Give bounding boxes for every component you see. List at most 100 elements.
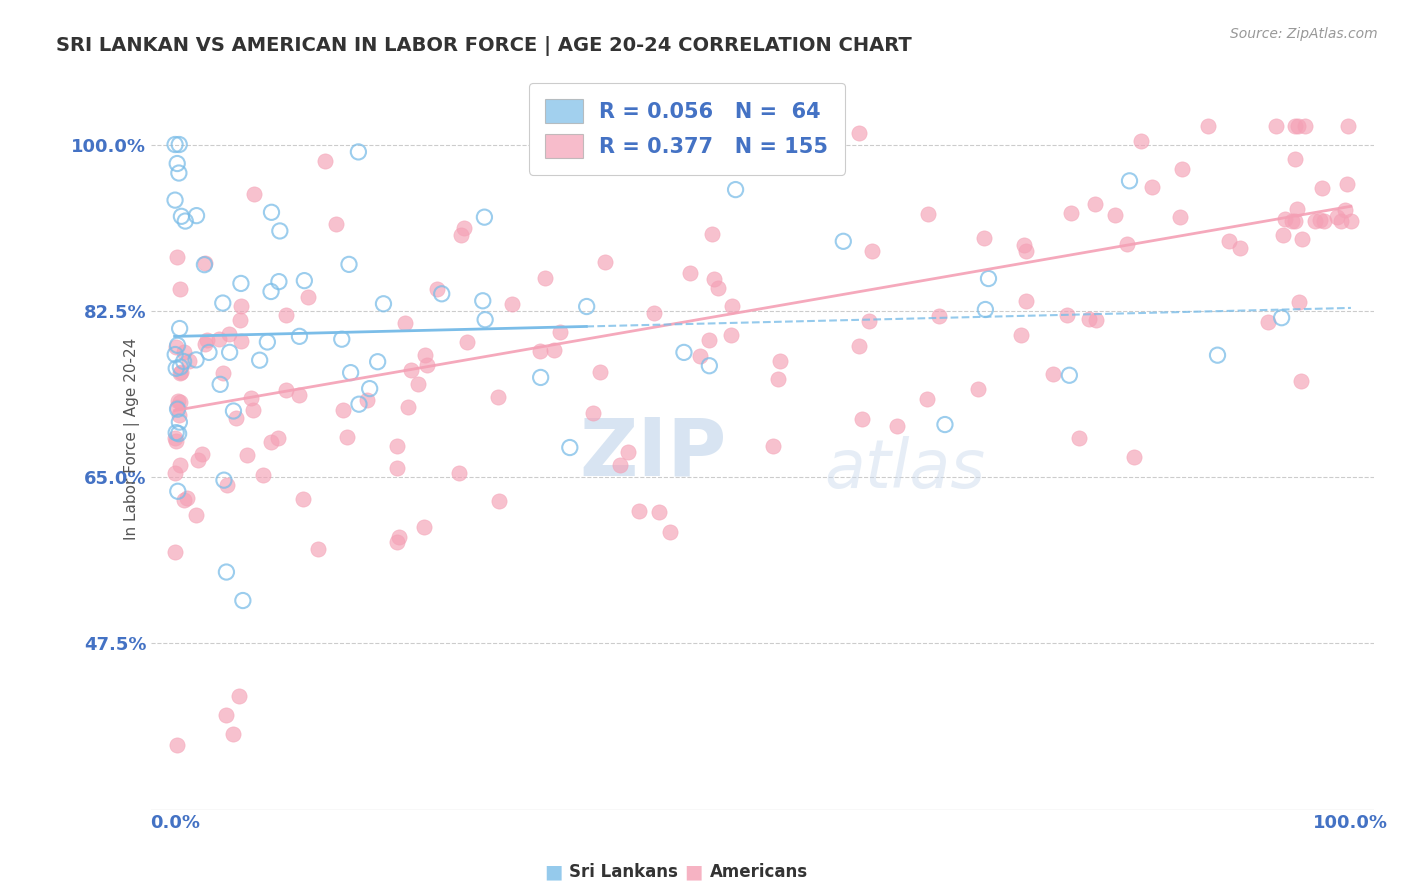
Point bbox=[934, 417, 956, 432]
Point bbox=[173, 354, 195, 368]
Point bbox=[337, 257, 360, 271]
Point bbox=[1274, 211, 1296, 226]
Point bbox=[169, 394, 191, 409]
Point bbox=[426, 282, 449, 296]
Point bbox=[165, 361, 187, 376]
Point bbox=[558, 441, 581, 455]
Point bbox=[211, 296, 233, 310]
Legend: R = 0.056   N =  64, R = 0.377   N = 155: R = 0.056 N = 64, R = 0.377 N = 155 bbox=[529, 83, 845, 175]
Point bbox=[1281, 213, 1303, 227]
Point bbox=[548, 326, 571, 340]
Point bbox=[917, 207, 939, 221]
Point bbox=[706, 281, 728, 295]
Point bbox=[1077, 311, 1099, 326]
Point bbox=[187, 453, 209, 467]
Point bbox=[191, 447, 214, 461]
Point bbox=[1170, 161, 1192, 176]
Point bbox=[1083, 197, 1105, 211]
Point bbox=[851, 412, 873, 426]
Point bbox=[359, 382, 381, 396]
Point bbox=[588, 366, 610, 380]
Point bbox=[165, 347, 187, 361]
Point bbox=[165, 434, 187, 448]
Point bbox=[1118, 174, 1140, 188]
Point bbox=[186, 209, 208, 223]
Point bbox=[165, 193, 187, 207]
Point bbox=[166, 738, 188, 752]
Point bbox=[218, 327, 240, 342]
Point bbox=[173, 492, 195, 507]
Point bbox=[347, 145, 370, 159]
Point bbox=[399, 363, 422, 377]
Point bbox=[176, 491, 198, 505]
Point bbox=[240, 391, 263, 405]
Point bbox=[221, 726, 243, 740]
Point bbox=[387, 439, 409, 453]
Point bbox=[194, 256, 217, 270]
Point bbox=[174, 214, 197, 228]
Point bbox=[1168, 211, 1191, 225]
Point bbox=[229, 277, 252, 291]
Point bbox=[659, 525, 682, 540]
Point bbox=[1288, 294, 1310, 309]
Point bbox=[456, 335, 478, 350]
Point bbox=[1010, 328, 1032, 343]
Point bbox=[347, 397, 370, 411]
Point bbox=[232, 593, 254, 607]
Point bbox=[1067, 431, 1090, 445]
Point bbox=[167, 408, 190, 422]
Point bbox=[860, 244, 883, 259]
Point bbox=[260, 205, 283, 219]
Point bbox=[215, 565, 238, 579]
Point bbox=[488, 493, 510, 508]
Point bbox=[762, 439, 785, 453]
Point bbox=[609, 458, 631, 473]
Point bbox=[679, 266, 702, 280]
Point bbox=[170, 366, 193, 380]
Point bbox=[387, 460, 409, 475]
Point bbox=[1116, 237, 1139, 252]
Y-axis label: In Labor Force | Age 20-24: In Labor Force | Age 20-24 bbox=[124, 338, 141, 541]
Point bbox=[166, 484, 188, 499]
Point bbox=[385, 535, 408, 549]
Point bbox=[267, 275, 290, 289]
Point bbox=[169, 321, 191, 335]
Point bbox=[165, 425, 187, 440]
Point bbox=[973, 231, 995, 245]
Text: Source: ZipAtlas.com: Source: ZipAtlas.com bbox=[1230, 27, 1378, 41]
Point bbox=[1340, 213, 1362, 227]
Point bbox=[166, 156, 188, 170]
Point bbox=[724, 183, 747, 197]
Point bbox=[530, 370, 553, 384]
Point bbox=[832, 235, 855, 249]
Point bbox=[330, 332, 353, 346]
Point bbox=[373, 297, 395, 311]
Point bbox=[672, 345, 695, 359]
Point bbox=[169, 366, 191, 380]
Point bbox=[848, 126, 870, 140]
Point bbox=[415, 358, 437, 372]
Point bbox=[543, 343, 565, 357]
Point bbox=[1291, 232, 1313, 246]
Point bbox=[977, 271, 1000, 285]
Point bbox=[1257, 315, 1279, 329]
Point bbox=[1271, 310, 1294, 325]
Point bbox=[1284, 153, 1306, 167]
Point bbox=[449, 466, 471, 480]
Point bbox=[413, 348, 436, 362]
Point bbox=[274, 383, 297, 397]
Point bbox=[222, 404, 245, 418]
Point bbox=[256, 334, 278, 349]
Point bbox=[486, 390, 509, 404]
Point bbox=[186, 508, 208, 522]
Point bbox=[1337, 119, 1360, 133]
Point bbox=[218, 345, 240, 359]
Point bbox=[575, 300, 598, 314]
Point bbox=[474, 312, 496, 326]
Point bbox=[179, 354, 201, 368]
Point bbox=[1264, 119, 1286, 133]
Point bbox=[1197, 119, 1219, 133]
Point bbox=[288, 329, 311, 343]
Point bbox=[915, 392, 938, 407]
Point bbox=[967, 382, 990, 396]
